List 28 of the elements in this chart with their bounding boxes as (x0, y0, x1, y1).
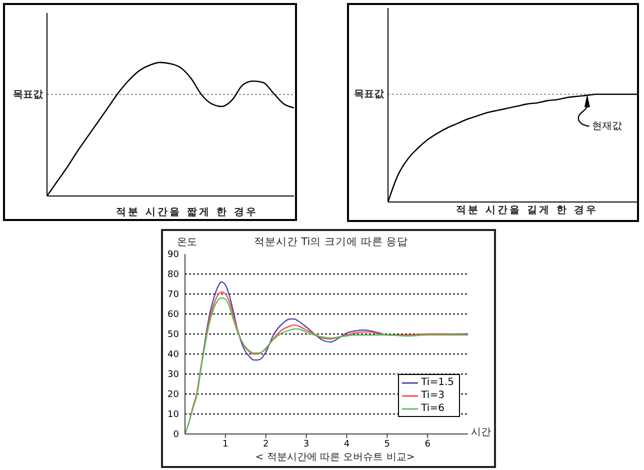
y-tick-label: 30 (168, 370, 180, 380)
y-tick-label: 90 (168, 250, 180, 260)
annotation: 현재값 (592, 120, 622, 132)
x-axis-title: 시간 (471, 427, 491, 438)
y-tick-label: 80 (168, 270, 180, 280)
x-axis-title: 적분 시간을 짧게 한 경우 (116, 207, 258, 218)
y-tick-label: 40 (168, 350, 180, 360)
y-tick-label: 10 (168, 410, 180, 420)
x-tick-label: 2 (262, 439, 269, 450)
chart-title: 적분시간 Ti의 크기에 따른 응답 (254, 236, 408, 248)
x-tick-label: 4 (344, 439, 350, 450)
x-tick-label: 3 (303, 439, 310, 450)
x-tick-label: 5 (384, 439, 390, 450)
x-tick-label: 1 (222, 439, 228, 450)
x-tick-label: 6 (424, 439, 431, 450)
legend-label: Ti=1.5 (421, 377, 454, 388)
y-tick-label: 0 (173, 430, 180, 440)
legend-label: Ti=3 (421, 390, 444, 401)
ref-line-label: 목표값 (354, 88, 385, 100)
y-tick-label: 50 (168, 330, 180, 340)
y-axis-title: 온도 (177, 237, 197, 248)
y-tick-label: 20 (168, 390, 180, 400)
y-tick-label: 60 (168, 310, 180, 320)
ref-line-label: 목표값 (13, 88, 44, 100)
y-tick-label: 70 (168, 290, 180, 300)
legend-label: Ti=6 (421, 403, 444, 414)
text: < 적분시간에 따른 오버슈트 비교> (255, 452, 415, 463)
x-axis-title: 적분 시간을 길게 한 경우 (456, 205, 598, 216)
